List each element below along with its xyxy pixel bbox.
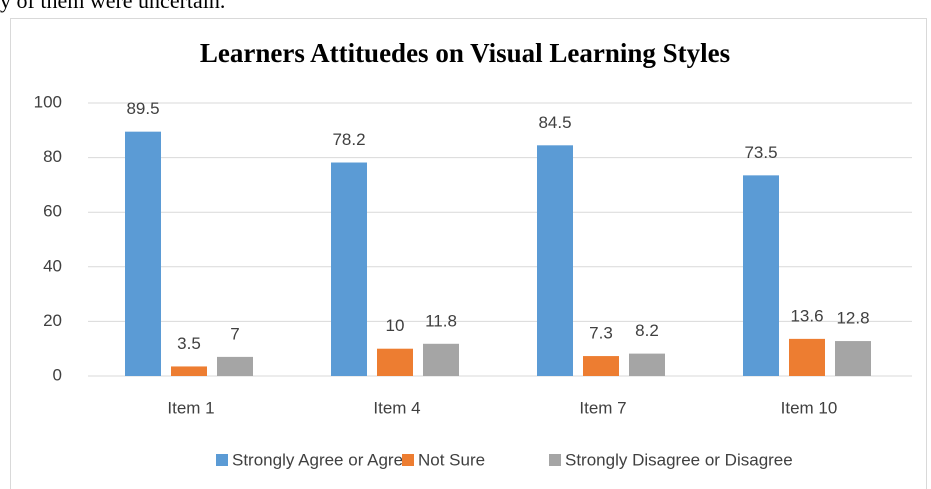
bar [835, 341, 871, 376]
bar [583, 356, 619, 376]
data-label: 7.3 [589, 324, 613, 343]
data-label: 73.5 [744, 143, 777, 162]
y-tick-label: 20 [43, 311, 62, 330]
bar [743, 175, 779, 376]
y-tick-label: 40 [43, 256, 62, 275]
data-label: 7 [230, 324, 239, 343]
data-label: 3.5 [177, 334, 201, 353]
data-label: 89.5 [126, 99, 159, 118]
chart-border [10, 18, 927, 489]
bar [217, 356, 253, 376]
caption: y of them were uncertain. [0, 0, 225, 13]
bar [377, 348, 413, 376]
legend-label: Not Sure [418, 450, 485, 469]
data-label: 8.2 [635, 321, 659, 340]
legend-swatch [402, 454, 414, 466]
legend-label: Strongly Agree or Agree [232, 450, 413, 469]
bar [537, 145, 573, 376]
data-label: 78.2 [332, 130, 365, 149]
data-label: 11.8 [425, 311, 457, 330]
x-tick-label: Item 1 [167, 398, 214, 417]
legend-swatch [549, 454, 561, 466]
legend-swatch [216, 454, 228, 466]
data-label: 10 [386, 316, 405, 335]
x-tick-label: Item 10 [781, 398, 838, 417]
bar [789, 338, 825, 376]
bar [629, 353, 665, 376]
chart-title: Learners Attituedes on Visual Learning S… [200, 38, 730, 68]
y-tick-label: 0 [53, 365, 62, 384]
bar [423, 343, 459, 376]
bar [171, 366, 207, 376]
bar [331, 162, 367, 376]
bar [125, 131, 161, 376]
y-tick-label: 100 [34, 92, 62, 111]
data-label: 12.8 [836, 309, 869, 328]
data-label: 84.5 [538, 113, 571, 132]
x-tick-label: Item 7 [579, 398, 626, 417]
data-label: 13.6 [790, 306, 823, 325]
x-tick-label: Item 4 [373, 398, 420, 417]
legend-label: Strongly Disagree or Disagree [565, 450, 793, 469]
y-tick-label: 60 [43, 202, 62, 221]
y-tick-label: 80 [43, 147, 62, 166]
